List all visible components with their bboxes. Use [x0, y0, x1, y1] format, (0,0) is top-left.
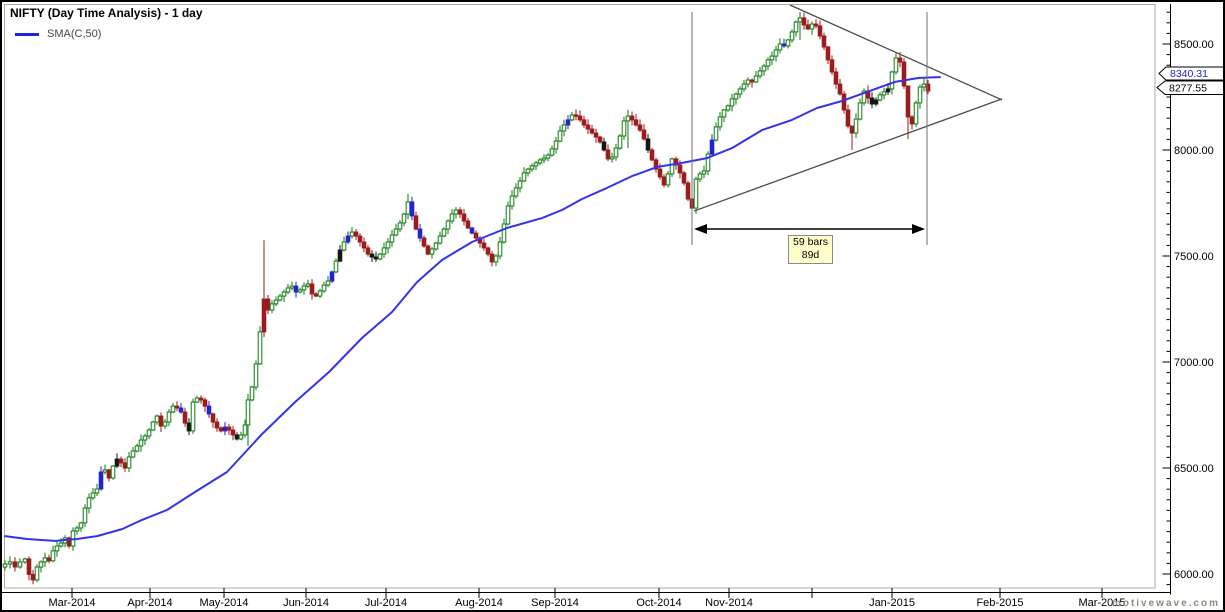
plot-border	[4, 4, 1156, 589]
candlesticks	[2, 11, 931, 585]
svg-text:7000.00: 7000.00	[1174, 357, 1214, 369]
svg-text:Mar-2014: Mar-2014	[48, 597, 95, 609]
axes: 8500.00 8000.00 7500.00 7000.00 6500.00 6000.…	[2, 4, 1214, 609]
svg-text:6000.00: 6000.00	[1174, 569, 1214, 581]
svg-text:Jan-2015: Jan-2015	[869, 597, 915, 609]
svg-text:8500.00: 8500.00	[1174, 39, 1214, 51]
svg-text:Aug-2014: Aug-2014	[455, 597, 503, 609]
svg-text:Nov-2014: Nov-2014	[705, 597, 753, 609]
measure-bars-count: 59 bars	[792, 236, 829, 248]
measure-label-box[interactable]: 59 bars 89d	[788, 235, 833, 264]
svg-text:Jul-2014: Jul-2014	[365, 597, 407, 609]
svg-text:Apr-2014: Apr-2014	[127, 597, 172, 609]
sma-legend-swatch	[15, 32, 39, 36]
svg-text:8000.00: 8000.00	[1174, 145, 1214, 157]
svg-text:Mar-2015: Mar-2015	[1078, 597, 1125, 609]
motivewave-watermark: motivewave.com	[1111, 598, 1220, 609]
svg-text:7500.00: 7500.00	[1174, 251, 1214, 263]
last-price-tag: 8277.55	[1169, 83, 1207, 95]
svg-text:Sep-2014: Sep-2014	[531, 597, 579, 609]
price-tag-last: 8277.55	[1156, 80, 1223, 95]
svg-text:Oct-2014: Oct-2014	[636, 597, 681, 609]
measure-arrow[interactable]	[694, 224, 925, 234]
sma-value-tag: 8340.31	[1170, 68, 1208, 80]
sma-legend[interactable]: SMA(C,50)	[15, 27, 101, 41]
sma-line	[4, 76, 941, 542]
measure-days-count: 89d	[801, 249, 820, 261]
triangle-pattern[interactable]	[691, 4, 1003, 245]
svg-text:6500.00: 6500.00	[1174, 463, 1214, 475]
price-tag-sma: 8340.31	[1158, 66, 1223, 81]
sma-legend-label: SMA(C,50)	[47, 28, 102, 40]
svg-text:May-2014: May-2014	[200, 597, 249, 609]
svg-text:Feb-2015: Feb-2015	[976, 597, 1023, 609]
chart-title: NIFTY (Day Time Analysis) - 1 day	[10, 6, 203, 20]
svg-text:Jun-2014: Jun-2014	[283, 597, 329, 609]
